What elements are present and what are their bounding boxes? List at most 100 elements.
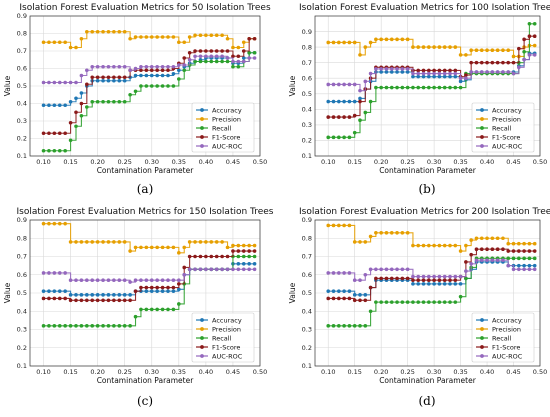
data-point	[128, 36, 132, 41]
data-point	[432, 274, 436, 279]
data-point	[432, 300, 436, 304]
data-point	[368, 267, 373, 272]
data-point	[411, 300, 415, 304]
legend-entry: F1-Score	[492, 133, 520, 141]
data-point	[112, 99, 116, 104]
data-point	[47, 271, 51, 275]
data-point	[379, 67, 383, 71]
data-point	[448, 45, 452, 49]
data-point	[57, 40, 62, 45]
data-point	[149, 64, 154, 69]
data-point	[128, 293, 132, 297]
legend-entry: AUC-ROC	[212, 352, 243, 360]
data-point	[331, 289, 336, 293]
data-point	[204, 240, 208, 244]
data-point	[220, 54, 224, 59]
legend-entry: Precision	[492, 115, 521, 123]
data-point	[453, 74, 458, 79]
data-point	[155, 285, 159, 290]
data-point	[166, 307, 170, 312]
data-point	[442, 300, 447, 304]
data-point	[117, 29, 122, 34]
data-point	[209, 254, 214, 259]
data-point	[342, 223, 346, 228]
legend-swatch-marker	[200, 108, 204, 112]
data-point	[247, 262, 251, 266]
y-axis-label: Value	[3, 75, 12, 96]
series-line	[43, 55, 255, 84]
data-point	[74, 324, 78, 328]
data-point	[236, 45, 241, 50]
x-tick-label: 0.25	[117, 368, 131, 376]
x-tick-label: 0.50	[253, 368, 267, 376]
data-point	[47, 103, 51, 108]
data-point	[122, 99, 127, 104]
data-point	[522, 249, 526, 253]
data-point	[57, 131, 62, 136]
data-point	[128, 68, 132, 73]
data-point	[177, 77, 181, 81]
data-point	[117, 75, 122, 80]
data-point	[326, 223, 331, 228]
data-point	[177, 278, 181, 283]
series-accuracy	[41, 50, 257, 108]
data-point	[149, 68, 154, 73]
data-point	[241, 56, 246, 60]
data-point	[474, 236, 479, 241]
data-point	[187, 35, 192, 39]
data-point	[79, 324, 84, 328]
data-point	[112, 29, 116, 34]
panel-label: (d)	[418, 394, 435, 408]
data-point	[501, 236, 505, 241]
data-point	[106, 298, 111, 303]
data-point	[384, 300, 389, 304]
data-point	[363, 298, 368, 303]
data-point	[47, 296, 51, 301]
data-point	[342, 40, 346, 45]
x-tick-label: 0.45	[226, 368, 240, 376]
data-point	[85, 105, 89, 109]
data-point	[464, 53, 468, 57]
x-tick-label: 0.35	[172, 158, 186, 166]
data-point	[225, 49, 230, 53]
data-point	[47, 324, 51, 328]
data-point	[128, 280, 132, 284]
data-point	[522, 263, 526, 268]
data-point	[453, 71, 458, 76]
data-point	[106, 324, 111, 328]
data-point	[342, 99, 346, 104]
data-point	[101, 278, 105, 283]
data-point	[389, 276, 394, 281]
data-point	[85, 240, 89, 244]
data-point	[358, 118, 362, 123]
data-point	[74, 45, 78, 50]
data-point	[74, 298, 78, 303]
data-point	[527, 263, 532, 268]
data-point	[337, 135, 341, 140]
legend-entry: Precision	[492, 325, 521, 333]
legend-swatch-marker	[480, 354, 484, 358]
data-point	[511, 249, 516, 253]
data-point	[144, 245, 149, 250]
data-point	[198, 254, 203, 259]
data-point	[517, 46, 521, 51]
data-point	[133, 66, 138, 71]
data-point	[252, 262, 257, 266]
data-point	[458, 76, 463, 81]
data-point	[469, 238, 473, 242]
chart-title: Isolation Forest Evaluation Metrics for …	[299, 3, 550, 13]
y-tick-label: 0.1	[302, 152, 312, 160]
data-point	[41, 324, 46, 328]
data-point	[236, 243, 241, 248]
data-point	[506, 256, 511, 261]
data-point	[464, 269, 468, 273]
data-point	[342, 82, 346, 87]
series-accuracy	[41, 262, 257, 297]
data-point	[57, 221, 62, 226]
data-point	[331, 324, 336, 328]
data-point	[139, 84, 143, 88]
data-point	[47, 40, 51, 45]
data-point	[368, 309, 373, 314]
